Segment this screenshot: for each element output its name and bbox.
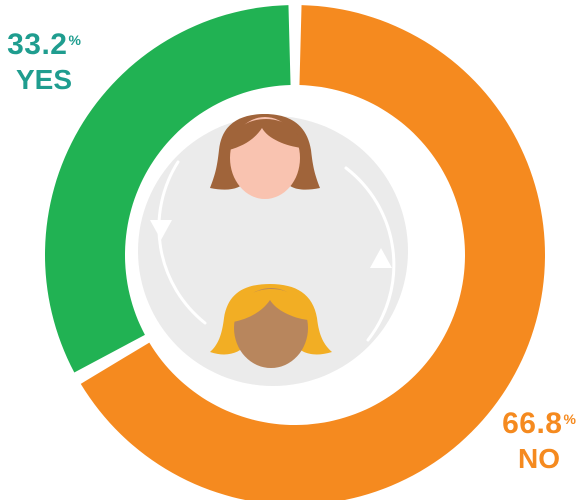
center-illustration [138, 114, 408, 386]
slice-yes [44, 5, 291, 373]
donut-slices [44, 5, 545, 500]
no-value: 66.8 [502, 407, 563, 440]
no-label: NO [518, 443, 560, 474]
yes-value: 33.2 [7, 28, 68, 61]
slice-label-yes: 33.2% YES [2, 30, 86, 94]
yes-label: YES [15, 64, 73, 95]
yes-unit: % [68, 32, 81, 48]
slice-no [80, 5, 545, 500]
center-disc [138, 116, 408, 386]
cycle-arrows-icon [150, 160, 396, 342]
woman-blonde-hair-icon [210, 284, 332, 368]
no-unit: % [563, 411, 576, 427]
woman-brown-hair-icon [210, 114, 320, 199]
slice-label-no: 66.8% NO [496, 409, 582, 473]
